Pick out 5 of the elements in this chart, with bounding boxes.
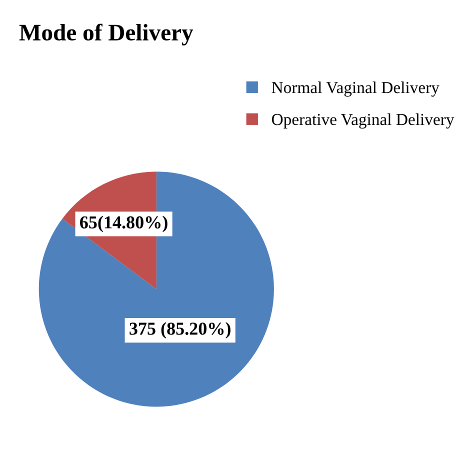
chart-title: Mode of Delivery <box>19 24 194 46</box>
data-label: 65(14.80%) <box>80 216 168 232</box>
legend-label: Normal Vaginal Delivery <box>272 81 440 97</box>
data-label: 375 (85.20%) <box>130 322 230 338</box>
legend-label: Operative Vaginal Delivery <box>272 113 454 129</box>
